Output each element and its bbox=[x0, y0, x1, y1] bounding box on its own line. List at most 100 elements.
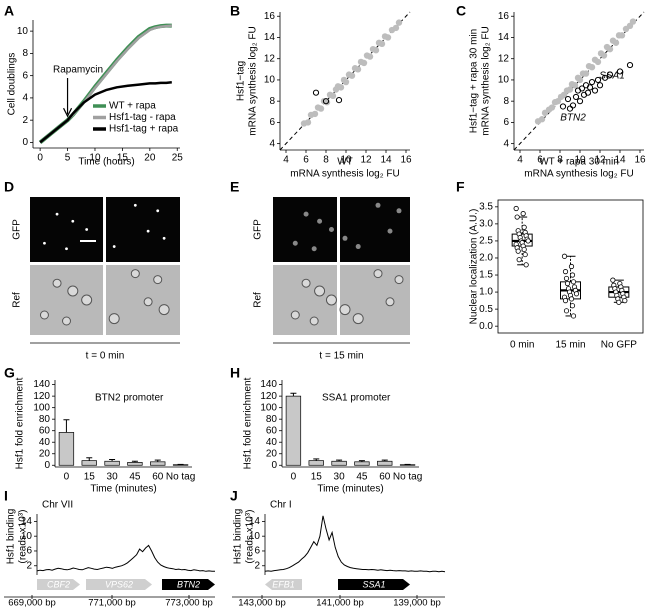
scatter-point bbox=[566, 105, 574, 112]
scatter-point bbox=[342, 78, 350, 86]
fluorescent-spot bbox=[112, 245, 116, 248]
scatter-point bbox=[618, 32, 626, 39]
bar bbox=[81, 460, 97, 466]
bar bbox=[308, 460, 324, 466]
x-tick-label: 15 bbox=[311, 472, 323, 483]
gene-arrow bbox=[86, 579, 152, 590]
x-tick-label: 30 bbox=[334, 472, 346, 483]
y-tick-label: 6 bbox=[22, 70, 28, 81]
gfp-image bbox=[30, 197, 103, 262]
x-axis-label: mRNA synthesis log₂ FU bbox=[524, 169, 633, 180]
scatter-point bbox=[596, 82, 604, 89]
y-tick-label: 12 bbox=[498, 53, 510, 64]
x-tick-label: 16 bbox=[400, 155, 412, 166]
data-point bbox=[562, 269, 569, 275]
annotation: BTN2 bbox=[560, 113, 586, 124]
x-tick-label: No tag bbox=[166, 472, 195, 483]
x-tick-label: 16 bbox=[634, 155, 646, 166]
x-tick-label: 45 bbox=[129, 472, 141, 483]
x-tick-label: 8 bbox=[557, 155, 563, 166]
bar bbox=[331, 460, 347, 466]
y-tick-label: 0.0 bbox=[479, 321, 493, 332]
y-axis-label: Cell doublings bbox=[7, 53, 18, 116]
scatter-point bbox=[588, 63, 596, 71]
y-tick-label: 2 bbox=[254, 560, 260, 571]
scatter-point bbox=[354, 66, 362, 73]
scatter-point bbox=[335, 97, 343, 104]
data-point bbox=[516, 257, 522, 263]
scatter-point bbox=[538, 116, 546, 123]
gene-label: CBF2 bbox=[47, 579, 70, 589]
data-point bbox=[569, 303, 576, 309]
scatter-point bbox=[612, 39, 620, 46]
y-axis-label: Hsf1 binding bbox=[6, 509, 17, 565]
y-axis-label: (reads x10³) bbox=[245, 510, 256, 564]
binding-profile bbox=[36, 544, 215, 572]
y-tick-label: 4 bbox=[503, 138, 509, 149]
scatter-point bbox=[582, 70, 590, 77]
x-tick-label: 25 bbox=[172, 153, 184, 164]
y-axis-label: mRNA synthesis log₂ FU bbox=[248, 26, 259, 135]
y-tick-label: 6 bbox=[254, 546, 260, 557]
gene-label: EFB1 bbox=[272, 579, 295, 589]
cell bbox=[385, 297, 395, 307]
scatter-point bbox=[571, 82, 579, 89]
scatter-point bbox=[311, 110, 319, 118]
binding-profile bbox=[264, 515, 446, 573]
cell bbox=[158, 304, 170, 316]
y-tick-label: 16 bbox=[264, 11, 276, 22]
y-tick-label: 0 bbox=[22, 137, 28, 148]
y-tick-label: 100 bbox=[260, 402, 277, 413]
legend-label: Hsf1-tag + rapa bbox=[109, 124, 179, 135]
scatter-point bbox=[323, 99, 331, 106]
annotation: SSA1 promoter bbox=[322, 393, 391, 404]
scatter-point bbox=[588, 78, 596, 86]
data-point bbox=[570, 313, 577, 319]
cell bbox=[325, 294, 337, 306]
data-point bbox=[568, 263, 575, 270]
coordinate-label: 773,000 bp bbox=[165, 598, 213, 609]
y-tick-label: 8 bbox=[503, 96, 509, 107]
data-point bbox=[521, 224, 527, 230]
fluorescent-spot bbox=[317, 218, 323, 224]
cell bbox=[373, 269, 383, 279]
cell bbox=[290, 310, 300, 320]
plot-frame bbox=[497, 199, 644, 334]
y-tick-label: 10 bbox=[264, 75, 276, 86]
y-tick-label: 80 bbox=[266, 414, 278, 425]
x-tick-label: 0 bbox=[37, 153, 43, 164]
data-point bbox=[514, 214, 520, 220]
y-tick-label: 80 bbox=[39, 414, 51, 425]
row-label: Ref bbox=[12, 292, 23, 308]
data-point bbox=[561, 253, 568, 259]
x-axis-label: WT bbox=[337, 157, 353, 168]
cell bbox=[52, 278, 62, 288]
scatter-point bbox=[372, 47, 380, 54]
x-tick-label: 14 bbox=[614, 155, 626, 166]
y-tick-label: 120 bbox=[260, 391, 277, 402]
panel-label: C bbox=[456, 3, 466, 19]
annotation: BTN2 promoter bbox=[95, 393, 164, 404]
fluorescent-spot bbox=[85, 228, 89, 231]
scatter-point bbox=[564, 95, 572, 103]
row-label: Ref bbox=[253, 292, 264, 308]
y-tick-label: 20 bbox=[39, 448, 51, 459]
scatter-point bbox=[548, 104, 556, 111]
scatter-point bbox=[626, 61, 634, 69]
y-tick-label: 3.5 bbox=[479, 201, 493, 212]
scatter-point bbox=[317, 105, 325, 112]
scatter-point bbox=[600, 52, 608, 59]
cell bbox=[39, 310, 49, 320]
bar bbox=[150, 461, 166, 466]
y-tick-label: 40 bbox=[39, 437, 51, 448]
x-tick-label: 45 bbox=[356, 472, 368, 483]
y-axis-label: Hsf1−tag + rapa 30 min bbox=[469, 29, 480, 134]
bar bbox=[127, 462, 143, 466]
y-tick-label: 2 bbox=[22, 115, 28, 126]
cell bbox=[67, 285, 79, 297]
scatter-point bbox=[606, 71, 614, 78]
y-axis-label: Hsf1 fold enrichment bbox=[15, 377, 26, 469]
scatter-point bbox=[601, 74, 609, 81]
data-point bbox=[563, 308, 570, 314]
x-axis-label: Time (minutes) bbox=[317, 484, 383, 495]
